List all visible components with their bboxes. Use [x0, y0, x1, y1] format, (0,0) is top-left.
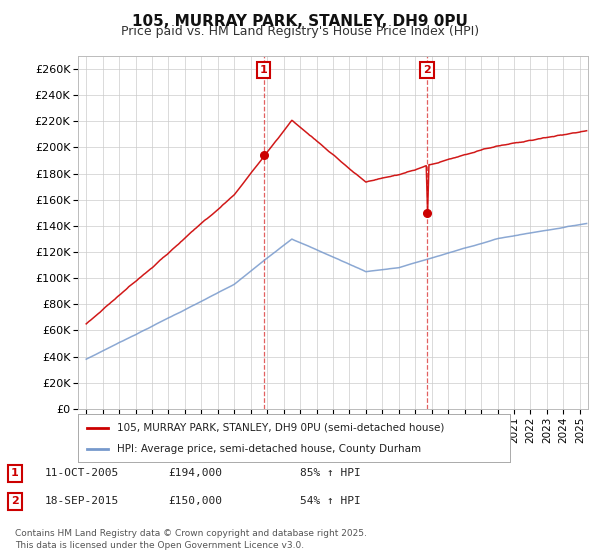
Text: HPI: Average price, semi-detached house, County Durham: HPI: Average price, semi-detached house,… [117, 444, 421, 454]
Text: 105, MURRAY PARK, STANLEY, DH9 0PU (semi-detached house): 105, MURRAY PARK, STANLEY, DH9 0PU (semi… [117, 423, 444, 433]
Text: 54% ↑ HPI: 54% ↑ HPI [300, 496, 361, 506]
Text: 105, MURRAY PARK, STANLEY, DH9 0PU: 105, MURRAY PARK, STANLEY, DH9 0PU [132, 14, 468, 29]
Text: Contains HM Land Registry data © Crown copyright and database right 2025.
This d: Contains HM Land Registry data © Crown c… [15, 529, 367, 550]
Text: 1: 1 [11, 468, 19, 478]
Text: 2: 2 [11, 496, 19, 506]
Text: £194,000: £194,000 [168, 468, 222, 478]
Text: £150,000: £150,000 [168, 496, 222, 506]
Text: 85% ↑ HPI: 85% ↑ HPI [300, 468, 361, 478]
Text: Price paid vs. HM Land Registry's House Price Index (HPI): Price paid vs. HM Land Registry's House … [121, 25, 479, 38]
Text: 2: 2 [423, 65, 431, 75]
Text: 18-SEP-2015: 18-SEP-2015 [45, 496, 119, 506]
Text: 11-OCT-2005: 11-OCT-2005 [45, 468, 119, 478]
Text: 1: 1 [260, 65, 268, 75]
